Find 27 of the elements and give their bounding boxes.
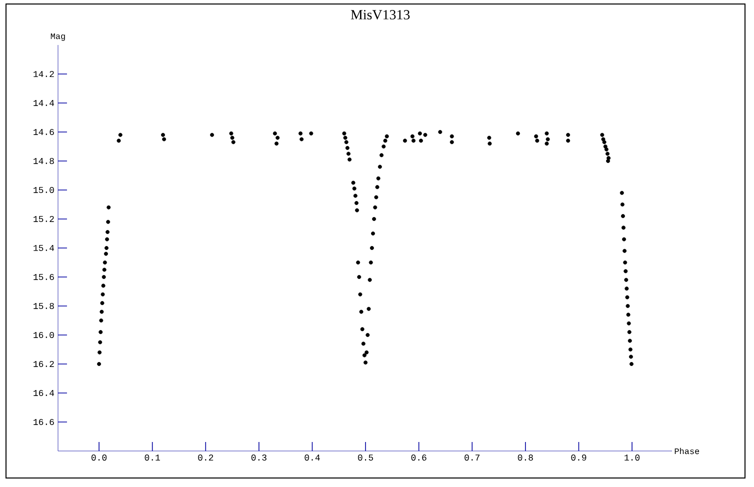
x-tick-label: 1.0 xyxy=(624,454,640,461)
x-tick-label: 0.8 xyxy=(518,454,533,461)
x-tick-label: 0.9 xyxy=(571,454,586,461)
y-tick-label: 16.4 xyxy=(34,390,54,396)
y-tick-label: 15.2 xyxy=(34,216,54,222)
y-tick-label: 16.0 xyxy=(34,332,54,338)
x-tick-label: 0.1 xyxy=(144,454,160,461)
y-tick-label: 14.2 xyxy=(34,70,54,77)
x-tick-label: 0.2 xyxy=(198,454,214,461)
y-tick-label: 16.2 xyxy=(34,360,54,368)
chart-title: MisV1313 xyxy=(350,10,410,20)
x-axis-title: Phase xyxy=(674,448,700,454)
y-tick-label: 15.8 xyxy=(34,302,54,310)
x-tick-label: 0.4 xyxy=(304,454,320,461)
x-tick-label: 0.7 xyxy=(464,454,480,461)
y-tick-label: 16.6 xyxy=(34,418,54,426)
y-tick-label: 14.8 xyxy=(34,158,54,164)
y-tick-label: 15.4 xyxy=(34,244,54,251)
y-tick-label: 14.4 xyxy=(34,100,54,106)
x-tick-label: 0.3 xyxy=(251,454,266,461)
y-tick-label: 15.6 xyxy=(34,274,54,280)
y-tick-label: 15.0 xyxy=(34,186,54,194)
y-axis-title: Mag xyxy=(50,33,65,41)
x-tick-label: 0.5 xyxy=(358,454,374,461)
x-tick-label: 0.6 xyxy=(411,454,426,461)
y-tick-label: 14.6 xyxy=(34,128,54,136)
x-tick-label: 0.0 xyxy=(92,454,107,461)
